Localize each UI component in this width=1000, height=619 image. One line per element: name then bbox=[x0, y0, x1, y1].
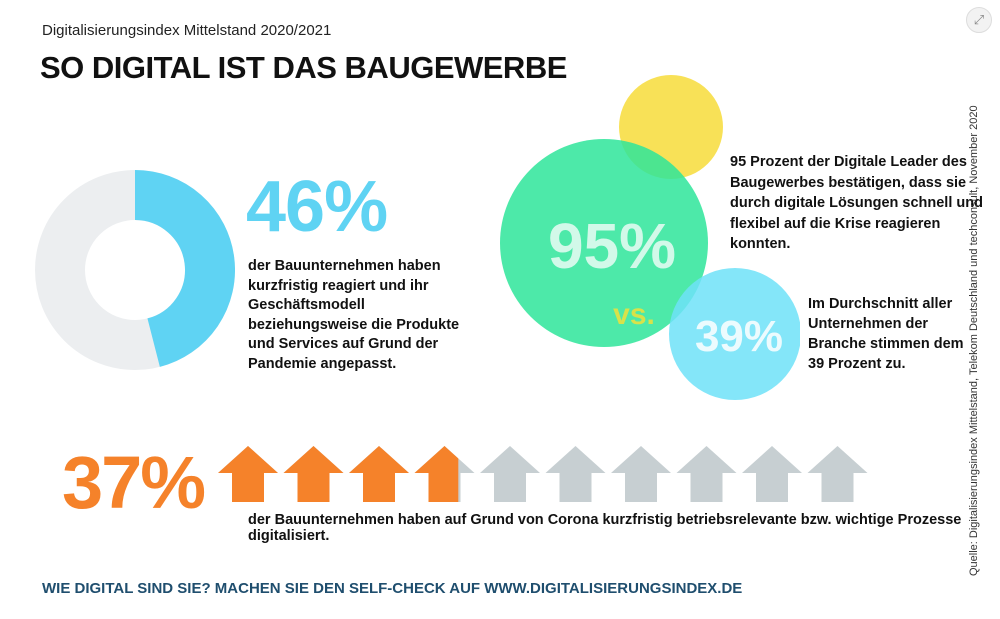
arrow-icon bbox=[807, 446, 868, 502]
expand-icon[interactable]: ⤢ bbox=[966, 7, 992, 33]
subtitle: Digitalisierungsindex Mittelstand 2020/2… bbox=[42, 22, 332, 39]
arrow-icon-filled bbox=[218, 446, 278, 502]
source-note: Quelle: Digitalisierungsindex Mittelstan… bbox=[968, 105, 980, 576]
vs-label: vs. bbox=[613, 298, 655, 331]
arrow-icon bbox=[676, 446, 737, 502]
comparison-circles: 95% vs. 39% bbox=[500, 75, 800, 400]
average-text: Im Durchschnitt aller Unternehmen der Br… bbox=[808, 296, 964, 372]
self-check-link[interactable]: WIE DIGITAL SIND SIE? MACHEN SIE DEN SEL… bbox=[42, 580, 743, 597]
arrow-icon bbox=[545, 446, 606, 502]
average-value: 39% bbox=[695, 312, 783, 361]
leader-value: 95% bbox=[548, 210, 676, 282]
arrow-pictograph bbox=[218, 446, 868, 502]
arrow-icon-filled bbox=[349, 446, 409, 502]
stat-37-text: der Bauunternehmen haben auf Grund von C… bbox=[248, 512, 962, 544]
arrow-icon bbox=[611, 446, 671, 502]
arrow-icon-filled bbox=[283, 446, 344, 502]
page-title: SO DIGITAL IST DAS BAUGEWERBE bbox=[40, 50, 567, 85]
stat-46-text: der Bauunternehmen haben kurzfristig rea… bbox=[248, 258, 460, 372]
donut-slice-value bbox=[134, 170, 235, 367]
donut-chart bbox=[35, 170, 235, 370]
arrow-icon-filled bbox=[414, 446, 459, 502]
arrow-icon bbox=[480, 446, 540, 502]
stat-37-value: 37% bbox=[62, 441, 206, 524]
leader-text: 95 Prozent der Digitale Leader des Bauge… bbox=[730, 154, 983, 252]
average-circle bbox=[669, 268, 800, 400]
arrow-icon bbox=[742, 446, 802, 502]
leader-circle bbox=[500, 139, 708, 347]
stat-46-value: 46% bbox=[246, 167, 388, 247]
